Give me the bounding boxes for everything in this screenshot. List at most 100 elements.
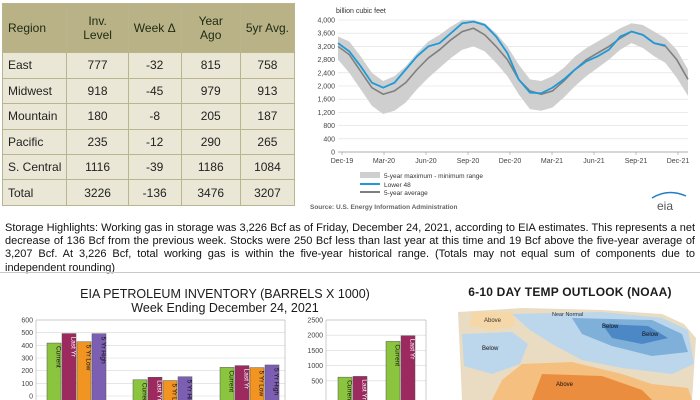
bar (147, 377, 163, 400)
map-below-dark (602, 324, 668, 344)
storage-ylabel: billion cubic feet (336, 8, 386, 15)
five-yr-avg: 3207 (239, 179, 296, 206)
map-label-below-east: Below (642, 332, 659, 338)
y-tick-label: 500 (311, 378, 323, 385)
x-tick-label: Dec-21 (667, 158, 690, 165)
y-tick-label: 1500 (307, 348, 323, 355)
petroleum-title: EIA PETROLEUM INVENTORY (BARRELS X 1000)… (40, 287, 410, 315)
year-ago: 979 (180, 77, 241, 105)
week-delta: -45 (127, 77, 182, 105)
bar (162, 380, 178, 400)
inv-level: 180 (66, 103, 129, 130)
week-delta: -136 (127, 179, 182, 206)
y-tick-label: 3,200 (317, 44, 335, 51)
section-divider (0, 272, 700, 273)
temp-outlook-map: Above Near Normal Below Below Below Abov… (458, 308, 696, 400)
x-tick-label: Mar-21 (541, 158, 563, 165)
storage-highlights-text: Storage Highlights: Working gas in stora… (5, 222, 695, 274)
table-row: Mountain 180 -8 205 187 (1, 103, 296, 130)
table-row: East 777 -32 815 758 (1, 52, 296, 79)
legend-label-lower-48: Lower 48 (384, 182, 411, 189)
legend-swatch-range (360, 172, 380, 178)
bar-label: Current (228, 370, 235, 392)
eia-logo-text: eia (657, 199, 673, 213)
region-name: Pacific (1, 128, 68, 156)
inv-level: 1116 (66, 154, 129, 181)
bar (91, 333, 107, 400)
bar-label: 5 Yr High (100, 337, 107, 364)
y-tick-label: 1000 (307, 363, 323, 370)
bar-label: 5 Yr High (186, 380, 193, 400)
inv-level: 235 (66, 128, 129, 156)
table-row-total: Total 3226 -136 3476 3207 (1, 179, 296, 206)
y-tick-label: 2,000 (317, 84, 335, 91)
y-tick-label: 2000 (307, 333, 323, 340)
x-tick-label: Mar-20 (373, 158, 395, 165)
five-yr-avg: 1084 (239, 154, 296, 181)
bar (352, 376, 368, 400)
source-note: Source: U.S. Energy Information Administ… (310, 204, 457, 211)
y-tick-label: 300 (21, 356, 33, 363)
x-tick-label: Dec-19 (331, 158, 354, 165)
year-ago: 815 (180, 52, 241, 79)
x-tick-label: Sep-21 (625, 158, 648, 165)
y-tick-label: 200 (21, 368, 33, 375)
map-label-above-nw: Above (484, 318, 502, 324)
bar-label: Last Yr (243, 369, 250, 390)
y-tick-label: 0 (331, 150, 335, 157)
y-tick-label: 1,200 (317, 110, 335, 117)
x-tick-label: Dec-20 (499, 158, 522, 165)
bar (264, 364, 280, 400)
five-yr-avg: 187 (239, 103, 296, 130)
bar-label: Last Yr (70, 337, 77, 358)
bar (46, 342, 62, 400)
bar-label: Current (346, 380, 353, 400)
y-tick-label: 500 (21, 330, 33, 337)
eia-logo-icon: eia (651, 191, 687, 213)
y-tick-label: 4,000 (317, 18, 335, 25)
table-row: Pacific 235 -12 290 265 (1, 128, 296, 156)
map-label-above-south: Above (556, 382, 574, 388)
temp-outlook-title: 6-10 DAY TEMP OUTLOOK (NOAA) (468, 285, 672, 299)
header-inv-level: Inv. Level (66, 2, 129, 54)
year-ago: 3476 (180, 179, 241, 206)
five-yr-avg: 758 (239, 52, 296, 79)
inv-level: 918 (66, 77, 129, 105)
bar (177, 376, 193, 400)
year-ago: 1186 (180, 154, 241, 181)
bar (400, 335, 416, 400)
region-name: East (1, 52, 68, 79)
bar-label: Current (394, 344, 401, 366)
map-south-above-strong (532, 374, 652, 400)
bar-label: Last Yr (361, 379, 368, 400)
map-nw-above (470, 312, 516, 330)
y-tick-label: 400 (21, 343, 33, 350)
bar-label: 5 Yr Low (171, 384, 178, 400)
bar-label: Last Yr (409, 339, 416, 360)
y-tick-label: 800 (323, 123, 335, 130)
y-tick-label: 3,600 (317, 31, 335, 38)
legend-label-range: 5-year maximum - minimum range (384, 173, 483, 180)
map-label-near-normal: Near Normal (552, 312, 583, 318)
bar (234, 365, 250, 400)
petroleum-title-line2: Week Ending December 24, 2021 (131, 301, 319, 315)
five-yr-avg: 913 (239, 77, 296, 105)
header-region: Region (1, 2, 68, 54)
bar-label: Current (55, 346, 62, 368)
year-ago: 290 (180, 128, 241, 156)
region-name: Mountain (1, 103, 68, 130)
series-line-lower-48 (337, 20, 666, 95)
week-delta: -8 (127, 103, 182, 130)
table-row: S. Central 1116 -39 1186 1084 (1, 154, 296, 181)
y-tick-label: 2,800 (317, 57, 335, 64)
legend-label-5yr-average: 5-year average (384, 190, 428, 197)
year-ago: 205 (180, 103, 241, 130)
storage-table: Region Inv. Level Week Δ Year Ago 5yr Av… (1, 2, 296, 206)
week-delta: -32 (127, 52, 182, 79)
y-tick-label: 0 (29, 394, 33, 400)
bar (76, 341, 92, 400)
bar (337, 376, 353, 400)
bar (249, 367, 265, 400)
x-tick-label: Sep-20 (457, 158, 480, 165)
header-week-delta: Week Δ (127, 2, 182, 54)
